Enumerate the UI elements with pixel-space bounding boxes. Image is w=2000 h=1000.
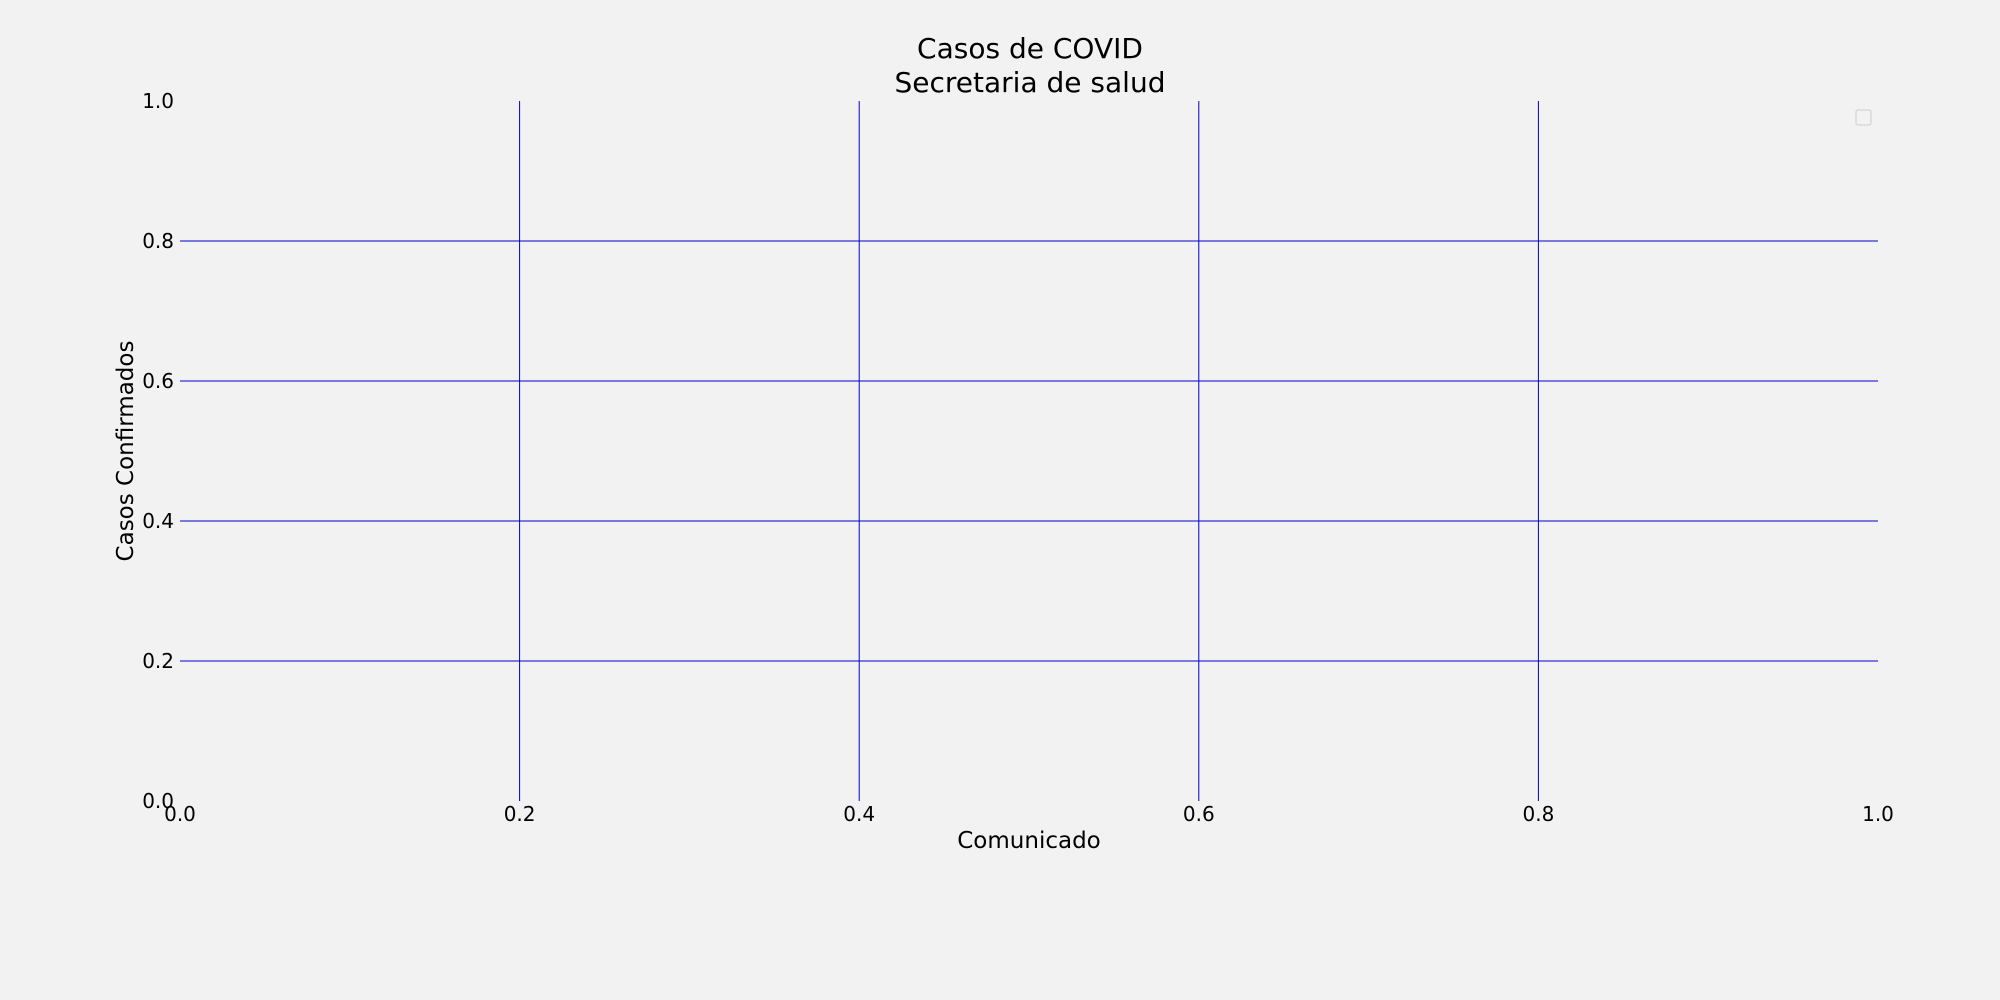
x-tick-label: 0.2: [504, 802, 536, 826]
x-axis-label: Comunicado: [957, 828, 1101, 854]
y-tick-label: 0.8: [142, 229, 174, 253]
legend-box: [1855, 109, 1872, 126]
x-tick-label: 0.0: [164, 802, 196, 826]
tick-labels: 0.0 0.2 0.4 0.6 0.8 1.0 0.0 0.2 0.4 0.6 0.8 1.0: [142, 89, 1894, 826]
grid-lines: [180, 101, 1878, 801]
x-tick-label: 0.8: [1522, 802, 1554, 826]
y-tick-label: 0.2: [142, 649, 174, 673]
y-tick-label: 0.0: [142, 789, 174, 813]
chart-title-line-2: Secretaria de salud: [895, 66, 1166, 99]
y-axis-label: Casos Confirmados: [113, 341, 139, 562]
y-tick-label: 0.4: [142, 509, 174, 533]
x-tick-label: 1.0: [1862, 802, 1894, 826]
y-tick-label: 1.0: [142, 89, 174, 113]
x-tick-label: 0.6: [1183, 802, 1215, 826]
x-tick-label: 0.4: [843, 802, 875, 826]
y-tick-label: 0.6: [142, 369, 174, 393]
chart-title-line-1: Casos de COVID: [917, 32, 1143, 65]
